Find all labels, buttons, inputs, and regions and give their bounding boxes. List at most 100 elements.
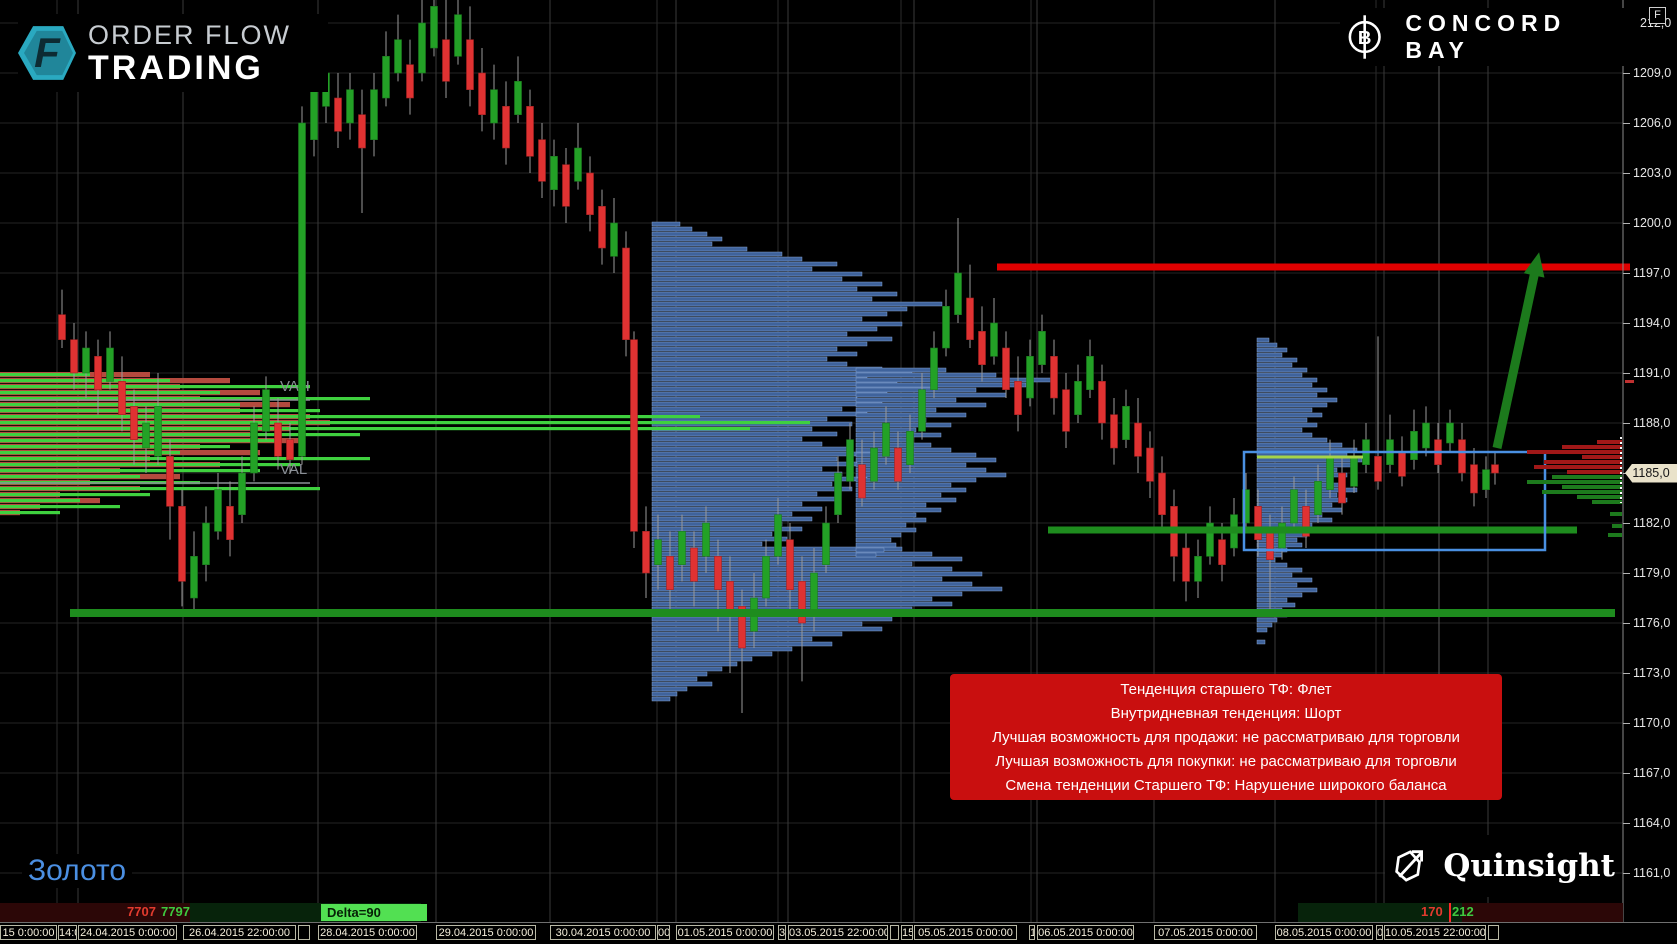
candle-down bbox=[442, 39, 450, 82]
volume-profile-main-bar bbox=[651, 326, 878, 332]
candle-down bbox=[538, 139, 546, 182]
volume-profile-main-bar bbox=[651, 496, 838, 502]
candle-down bbox=[894, 447, 902, 482]
price-tick bbox=[1623, 673, 1630, 674]
volume-profile-mid-bar bbox=[855, 477, 977, 483]
delta-bar bbox=[1298, 903, 1462, 922]
quinsight-icon bbox=[1395, 850, 1423, 882]
price-tick bbox=[1623, 773, 1630, 774]
time-axis-label: 3 bbox=[778, 925, 786, 940]
price-tick-label: 1170,0 bbox=[1633, 716, 1671, 730]
candle-up bbox=[154, 406, 162, 457]
volume-profile-mid-bar bbox=[855, 412, 967, 418]
price-tick bbox=[1623, 623, 1630, 624]
candle-down bbox=[598, 206, 606, 249]
axis-mark bbox=[1625, 380, 1634, 383]
annotation-line: Лучшая возможность для покупки: не рассм… bbox=[995, 752, 1457, 770]
cluster-bar bbox=[1534, 465, 1622, 469]
candle-up bbox=[418, 22, 426, 74]
candle-down bbox=[642, 531, 650, 574]
candle-down bbox=[1398, 452, 1406, 477]
volume-profile-main-bar bbox=[651, 331, 848, 337]
volume-profile-right-bar bbox=[1256, 367, 1308, 373]
volume-profile-main-bar bbox=[651, 346, 838, 352]
volume-profile-right-bar bbox=[1256, 512, 1323, 518]
candle-up bbox=[250, 422, 258, 474]
val-line-label: VAL bbox=[280, 461, 307, 478]
projection-arrow bbox=[1492, 261, 1542, 449]
volume-profile-main-bar bbox=[651, 671, 708, 677]
price-axis[interactable]: 1212,01209,01206,01203,01200,01197,01194… bbox=[1623, 0, 1677, 944]
left-profile-green-bar bbox=[0, 457, 370, 461]
candle-down bbox=[334, 97, 342, 132]
cluster-bar bbox=[1567, 470, 1622, 474]
candle-down bbox=[1182, 547, 1190, 582]
candle-up bbox=[1290, 489, 1298, 524]
time-axis-label: 08.05.2015 0:00:00 bbox=[1275, 925, 1373, 940]
volume-profile-main-bar bbox=[651, 446, 848, 452]
candle-up bbox=[678, 531, 686, 565]
quinsight-logo: Quinsight bbox=[1385, 835, 1615, 897]
left-profile-green-bar bbox=[0, 511, 60, 515]
volume-profile-main-bar bbox=[651, 281, 883, 287]
left-profile-green-bar bbox=[0, 427, 750, 431]
price-tick bbox=[1623, 573, 1630, 574]
time-axis-label: 30.04.2015 0:00:00 bbox=[550, 925, 656, 940]
cluster-bar bbox=[1612, 524, 1622, 528]
balance-rectangle bbox=[1242, 450, 1547, 552]
price-tick bbox=[1623, 323, 1630, 324]
volume-profile-mid-bar bbox=[855, 502, 927, 508]
volume-profile-main-bar bbox=[651, 491, 818, 497]
volume-profile-main-bar bbox=[651, 466, 823, 472]
candle-up bbox=[1242, 489, 1250, 524]
candle-up bbox=[430, 6, 438, 49]
candle-down bbox=[1134, 422, 1142, 457]
volume-profile-right-bar bbox=[1256, 577, 1313, 583]
candle-up bbox=[610, 222, 618, 257]
candle-down bbox=[502, 106, 510, 149]
price-tick bbox=[1623, 123, 1630, 124]
volume-profile-main-bar bbox=[651, 676, 698, 682]
candle-up bbox=[1410, 431, 1418, 460]
volume-profile-mid-bar bbox=[855, 492, 942, 498]
candle-up bbox=[1482, 469, 1490, 490]
volume-profile-main-bar bbox=[651, 526, 803, 532]
candle-up bbox=[954, 272, 962, 315]
candle-up bbox=[262, 389, 270, 432]
volume-profile-right-bar bbox=[1256, 562, 1288, 568]
axis-separator bbox=[0, 922, 1677, 923]
time-axis-label: 03.05.2015 22:00:00 bbox=[788, 925, 888, 940]
candle-down bbox=[178, 506, 186, 582]
volume-profile-mid-bar bbox=[855, 442, 932, 448]
candle-down bbox=[978, 331, 986, 365]
volume-profile-main-bar bbox=[651, 451, 873, 457]
time-axis-label: 26.04.2015 22:00:00 bbox=[183, 925, 296, 940]
candle-down bbox=[58, 314, 66, 340]
volume-profile-mid-bar bbox=[855, 457, 997, 463]
volume-profile-right-bar bbox=[1256, 457, 1363, 463]
volume-profile-main-bar bbox=[651, 656, 753, 662]
volume-profile-main-bar bbox=[651, 486, 853, 492]
candle-up bbox=[1422, 422, 1430, 449]
candle-down bbox=[166, 456, 174, 507]
time-axis-label: 10.05.2015 22:00:00 bbox=[1384, 925, 1486, 940]
candle-up bbox=[370, 89, 378, 140]
delta-bar bbox=[0, 903, 190, 922]
volume-profile-main-bar bbox=[651, 536, 788, 542]
volume-profile-right-bar bbox=[1256, 387, 1328, 393]
candle-down bbox=[858, 464, 866, 499]
candle-up bbox=[490, 89, 498, 124]
price-tick-label: 1200,0 bbox=[1633, 216, 1672, 230]
volume-profile-main-bar bbox=[651, 471, 843, 477]
volume-profile-main-bar bbox=[651, 561, 913, 567]
time-axis-label: 00 bbox=[657, 925, 670, 940]
price-tick-label: 1173,0 bbox=[1633, 666, 1671, 680]
volume-profile-right-bar bbox=[1256, 537, 1298, 543]
fullscreen-button[interactable]: F bbox=[1649, 7, 1666, 24]
volume-profile-right-bar bbox=[1256, 397, 1338, 403]
volume-profile-main-bar bbox=[651, 456, 838, 462]
candle-down bbox=[1302, 506, 1310, 537]
volume-profile-mid-bar bbox=[855, 467, 987, 473]
candle-up bbox=[1326, 456, 1334, 490]
